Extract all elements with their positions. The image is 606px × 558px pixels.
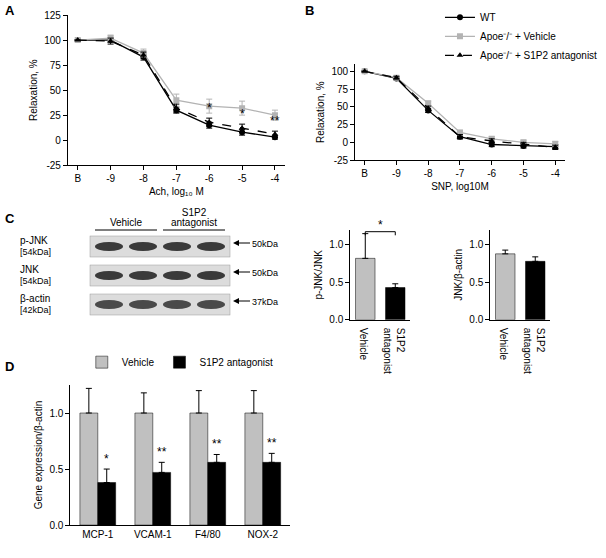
svg-text:MCP-1: MCP-1 xyxy=(82,529,114,540)
svg-text:**: ** xyxy=(270,114,280,128)
svg-text:1.0: 1.0 xyxy=(469,239,483,250)
svg-text:[54kDa]: [54kDa] xyxy=(20,276,51,286)
svg-text:*: * xyxy=(240,107,245,121)
svg-text:-4: -4 xyxy=(271,173,280,184)
svg-text:Vehicle: Vehicle xyxy=(110,217,143,228)
svg-text:50: 50 xyxy=(337,101,349,112)
svg-text:100: 100 xyxy=(331,66,348,77)
svg-text:p-JNK: p-JNK xyxy=(20,235,48,246)
svg-text:antagonist: antagonist xyxy=(171,217,217,228)
svg-text:**: ** xyxy=(267,436,277,450)
svg-text:-4: -4 xyxy=(551,168,560,179)
svg-text:-8: -8 xyxy=(424,168,433,179)
svg-text:0: 0 xyxy=(343,137,349,148)
svg-text:25: 25 xyxy=(337,119,349,130)
svg-text:25: 25 xyxy=(50,110,62,121)
svg-text:-5: -5 xyxy=(519,168,528,179)
svg-text:-8: -8 xyxy=(139,173,148,184)
svg-text:Vehicle: Vehicle xyxy=(122,357,155,368)
svg-text:100: 100 xyxy=(44,35,61,46)
svg-text:-9: -9 xyxy=(392,168,401,179)
svg-text:0.0: 0.0 xyxy=(49,520,63,531)
svg-text:B: B xyxy=(305,3,314,18)
svg-text:-7: -7 xyxy=(456,168,465,179)
svg-text:S1P2antagonist: S1P2antagonist xyxy=(382,328,406,374)
svg-text:S1P2: S1P2 xyxy=(182,207,207,218)
svg-text:Relaxation, %: Relaxation, % xyxy=(28,59,39,121)
svg-text:SNP, log10M: SNP, log10M xyxy=(431,181,489,192)
svg-text:**: ** xyxy=(157,445,167,459)
svg-text:-9: -9 xyxy=(106,173,115,184)
svg-text:*: * xyxy=(207,101,212,115)
svg-text:JNK/β-actin: JNK/β-actin xyxy=(453,249,464,301)
svg-text:Vehicle: Vehicle xyxy=(358,328,369,361)
svg-text:0.5: 0.5 xyxy=(469,277,483,288)
svg-text:B: B xyxy=(361,168,368,179)
svg-text:JNK: JNK xyxy=(20,264,39,275)
svg-text:50kDa: 50kDa xyxy=(252,239,278,249)
svg-text:*: * xyxy=(378,218,383,232)
svg-text:Gene expression/β-actin: Gene expression/β-actin xyxy=(33,401,44,510)
svg-text:0.0: 0.0 xyxy=(469,314,483,325)
svg-text:-6: -6 xyxy=(487,168,496,179)
svg-text:75: 75 xyxy=(337,84,349,95)
svg-text:Apoe⁻/⁻ + S1P2 antagonist: Apoe⁻/⁻ + S1P2 antagonist xyxy=(480,50,597,61)
svg-text:50kDa: 50kDa xyxy=(252,268,278,278)
svg-text:-5: -5 xyxy=(238,173,247,184)
svg-text:p-JNK/JNK: p-JNK/JNK xyxy=(313,250,324,300)
svg-text:Apoe⁻/⁻ + Vehicle: Apoe⁻/⁻ + Vehicle xyxy=(480,31,556,42)
svg-text:-6: -6 xyxy=(205,173,214,184)
svg-text:50: 50 xyxy=(50,85,62,96)
svg-text:F4/80: F4/80 xyxy=(195,529,221,540)
svg-text:*: * xyxy=(104,452,109,466)
svg-text:β-actin: β-actin xyxy=(20,293,50,304)
svg-text:B: B xyxy=(74,173,81,184)
svg-text:S1P2antagonist: S1P2antagonist xyxy=(522,328,546,374)
svg-text:A: A xyxy=(5,3,15,18)
svg-text:NOX-2: NOX-2 xyxy=(247,529,278,540)
svg-text:0.5: 0.5 xyxy=(49,464,63,475)
svg-text:1.0: 1.0 xyxy=(329,239,343,250)
svg-text:[54kDa]: [54kDa] xyxy=(20,247,51,257)
svg-text:-7: -7 xyxy=(172,173,181,184)
svg-text:1.0: 1.0 xyxy=(49,408,63,419)
svg-text:0.0: 0.0 xyxy=(329,314,343,325)
svg-text:WT: WT xyxy=(480,12,496,23)
svg-text:D: D xyxy=(5,359,14,374)
svg-text:0.5: 0.5 xyxy=(329,277,343,288)
svg-text:[42kDa]: [42kDa] xyxy=(20,305,51,315)
svg-text:VCAM-1: VCAM-1 xyxy=(134,529,172,540)
svg-text:125: 125 xyxy=(44,10,61,21)
svg-text:Vehicle: Vehicle xyxy=(498,328,509,361)
svg-text:Relaxation, %: Relaxation, % xyxy=(315,81,326,143)
svg-text:-25: -25 xyxy=(46,160,61,171)
svg-text:75: 75 xyxy=(50,60,62,71)
svg-text:37kDa: 37kDa xyxy=(252,297,278,307)
svg-text:-25: -25 xyxy=(334,155,349,166)
svg-text:Ach, log₁₀ M: Ach, log₁₀ M xyxy=(149,186,204,197)
svg-text:C: C xyxy=(5,211,15,226)
svg-text:**: ** xyxy=(212,437,222,451)
svg-text:S1P2 antagonist: S1P2 antagonist xyxy=(199,357,273,368)
svg-text:0: 0 xyxy=(55,135,61,146)
